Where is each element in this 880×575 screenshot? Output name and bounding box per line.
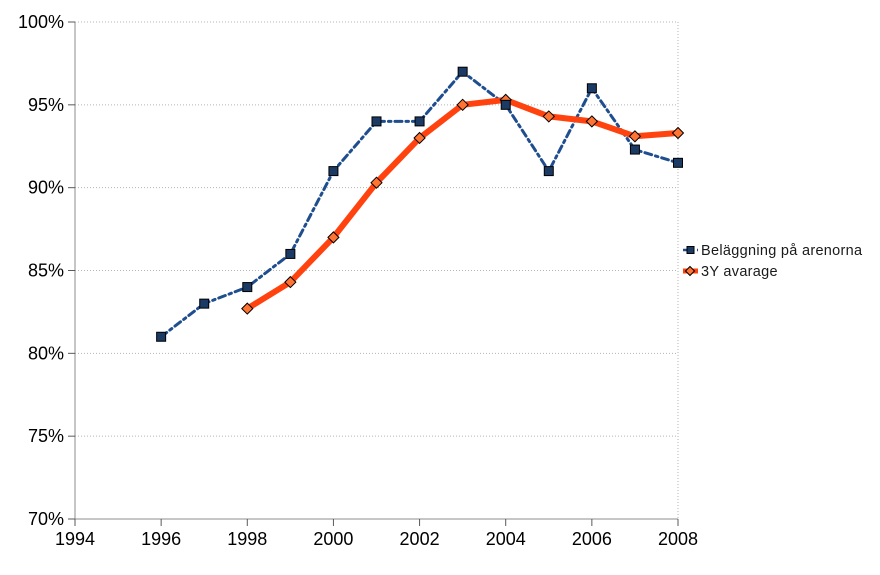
y-tick-label: 90% [28,178,64,198]
legend-marker-diamond [684,265,696,277]
marker-diamond [413,131,426,145]
marker-diamond [370,176,383,189]
legend: Beläggning på arenorna 3Y avarage [683,243,863,280]
y-tick-label: 95% [28,95,64,115]
x-tick-label: 2008 [658,529,698,549]
marker-square [371,116,382,127]
marker-square [199,298,210,309]
marker-square [242,282,253,293]
marker-square [457,66,468,77]
y-tick-label: 100% [18,12,64,32]
marker-diamond [628,130,642,143]
y-tick-label: 80% [28,343,64,363]
series-markers-bel-ggning-p-arenorna [156,66,683,342]
marker-square [414,116,425,127]
ticks: 70% 75% 80% 85% 90% 95% 100% 1994 1996 1998 2000 20… [18,12,698,549]
legend-item-bel-ggning-p-arenorna: Beläggning på arenorna [683,243,863,259]
series-markers-3y-avarage [241,93,685,315]
y-tick-label: 85% [28,261,64,281]
marker-square [586,83,597,94]
series-line-bel-ggning-p-arenorna [159,70,680,339]
marker-diamond [456,98,469,112]
y-tick-label: 70% [28,509,64,529]
marker-diamond [542,110,555,123]
marker-diamond [585,115,599,128]
marker-square [285,248,296,259]
x-tick-label: 2004 [486,529,526,549]
x-tick-label: 1998 [227,529,267,549]
gridlines [75,21,679,520]
legend-label: Beläggning på arenorna [701,243,863,259]
marker-square [500,99,511,110]
legend-label: 3Y avarage [701,264,778,280]
marker-diamond [241,302,254,315]
x-tick-label: 1994 [55,529,95,549]
marker-square [328,166,339,177]
marker-square [629,144,640,155]
marker-diamond [284,275,297,289]
y-tick-label: 75% [28,426,64,446]
marker-square [156,331,167,342]
x-tick-label: 2006 [572,529,612,549]
marker-diamond [671,126,685,140]
marker-square [673,157,683,168]
marker-square [543,166,554,177]
legend-marker-square [686,246,695,254]
x-tick-label: 2002 [400,529,440,549]
x-tick-label: 1996 [141,529,181,549]
legend-item-3y-avarage: 3Y avarage [683,264,778,280]
x-tick-label: 2000 [313,529,353,549]
marker-diamond [327,231,340,244]
series-line-3y-avarage [244,96,681,312]
